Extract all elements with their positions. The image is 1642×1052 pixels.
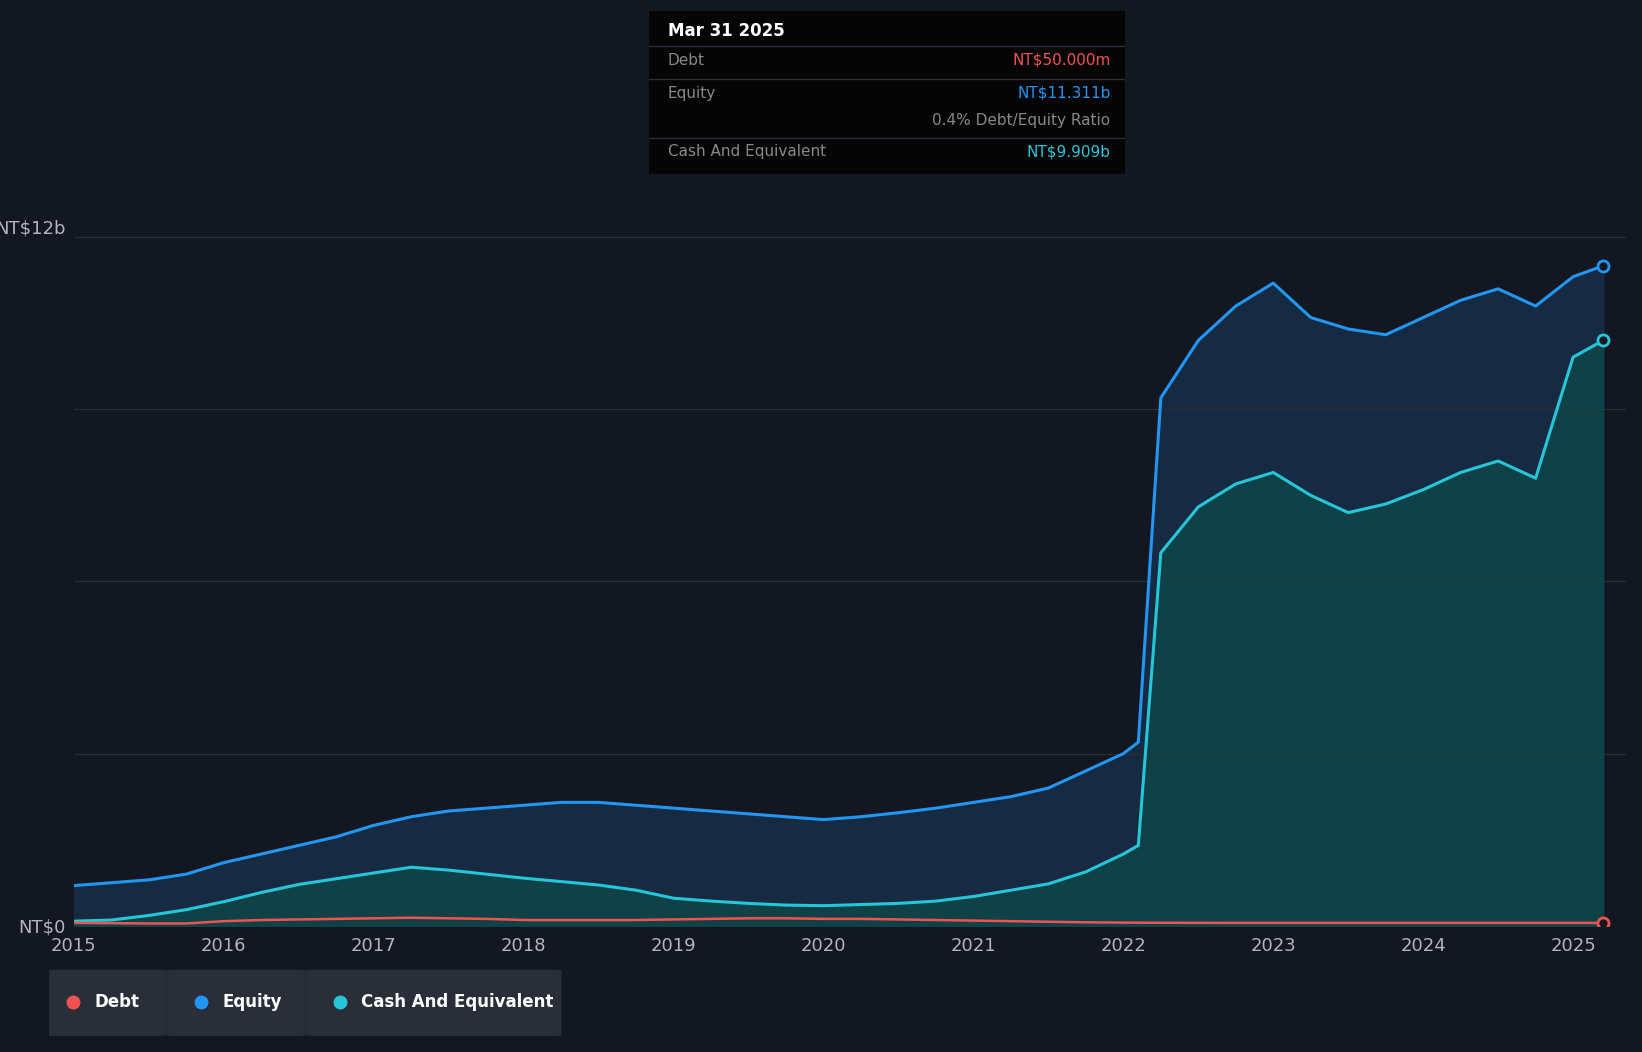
Text: Equity: Equity xyxy=(222,993,282,1011)
FancyBboxPatch shape xyxy=(305,970,562,1036)
Text: Equity: Equity xyxy=(668,85,716,101)
Text: NT$50.000m: NT$50.000m xyxy=(1011,53,1110,68)
Text: NT$9.909b: NT$9.909b xyxy=(1026,144,1110,159)
Text: Cash And Equivalent: Cash And Equivalent xyxy=(361,993,553,1011)
Text: Cash And Equivalent: Cash And Equivalent xyxy=(668,144,826,159)
FancyBboxPatch shape xyxy=(39,970,167,1036)
FancyBboxPatch shape xyxy=(167,970,305,1036)
Text: NT$11.311b: NT$11.311b xyxy=(1016,85,1110,101)
Text: 0.4% Debt/Equity Ratio: 0.4% Debt/Equity Ratio xyxy=(933,114,1110,128)
Text: Debt: Debt xyxy=(668,53,704,68)
Text: Mar 31 2025: Mar 31 2025 xyxy=(668,22,785,40)
Text: Debt: Debt xyxy=(94,993,140,1011)
